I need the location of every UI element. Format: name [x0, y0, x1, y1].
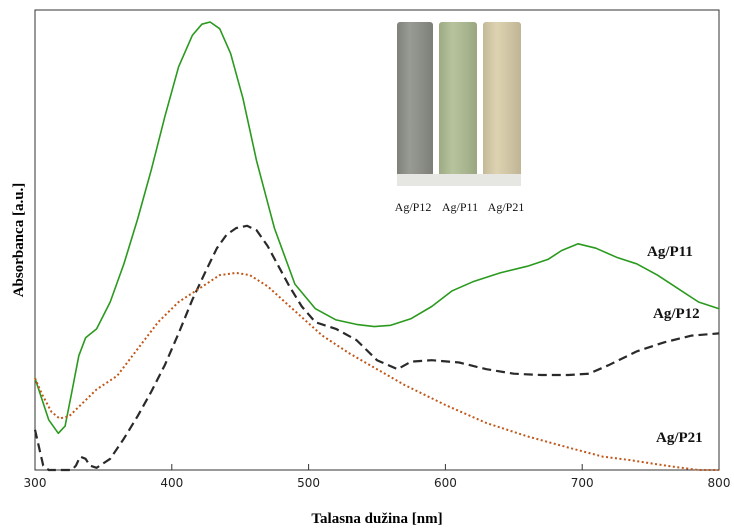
inset-label-ag-p12: Ag/P12	[395, 200, 432, 214]
x-tick-label: 500	[297, 476, 320, 490]
series-label-ag-p12: Ag/P12	[653, 306, 700, 322]
inset-label-ag-p21: Ag/P21	[488, 200, 525, 214]
x-axis: 300 400 500 600 700 800	[24, 464, 731, 490]
vial-ag-p12-shading	[397, 22, 433, 184]
y-axis-title: Absorbanca [a.u.]	[11, 183, 27, 298]
vial-ag-p11-shading	[439, 22, 477, 184]
x-tick-label: 700	[571, 476, 594, 490]
series-label-ag-p11: Ag/P11	[647, 244, 693, 260]
x-tick-label: 400	[160, 476, 183, 490]
vial-bases	[397, 174, 521, 186]
series-line-ag-p12	[33, 224, 720, 472]
vial-ag-p21-shading	[483, 22, 521, 184]
series-layer	[33, 21, 720, 472]
inset-photo: Ag/P12 Ag/P11 Ag/P21	[392, 17, 526, 214]
series-line-ag-p21	[34, 271, 719, 471]
x-axis-title: Talasna dužina [nm]	[311, 511, 442, 527]
x-tick-label: 800	[708, 476, 731, 490]
series-line-ag-p11	[34, 21, 720, 435]
x-tick-label: 300	[24, 476, 47, 490]
series-label-ag-p21: Ag/P21	[656, 430, 703, 446]
x-tick-label: 600	[434, 476, 457, 490]
inset-label-ag-p11: Ag/P11	[442, 200, 478, 214]
plot-area	[34, 9, 720, 471]
